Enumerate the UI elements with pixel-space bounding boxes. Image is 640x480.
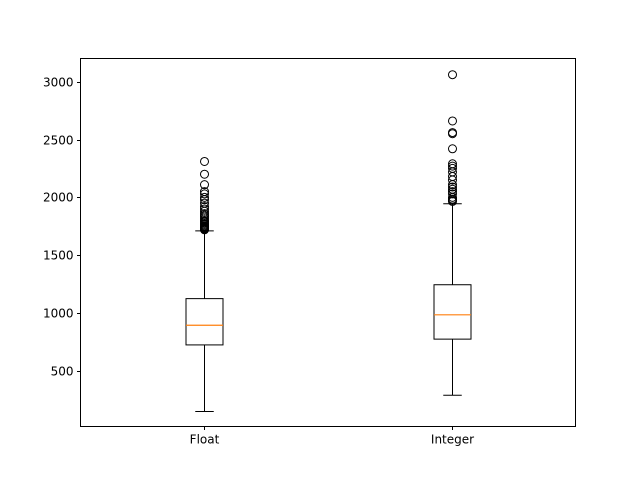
box-group-float <box>185 156 224 412</box>
outlier-point <box>200 204 209 214</box>
y-tick-label: 1500 <box>43 249 74 263</box>
iqr-box <box>433 284 472 340</box>
outlier-point <box>200 169 209 179</box>
outlier-point <box>448 128 457 138</box>
x-axis: Float Integer <box>190 426 474 447</box>
plot-area-frame <box>80 58 576 427</box>
iqr-box <box>185 298 224 346</box>
outlier-point <box>448 189 457 199</box>
outlier-point <box>448 70 457 80</box>
outlier-point <box>448 187 457 197</box>
x-tick-label: Float <box>190 433 220 447</box>
y-tick-label: 500 <box>51 365 74 379</box>
outlier-point <box>200 198 209 208</box>
y-tick-label: 1000 <box>43 307 74 321</box>
outlier-point <box>448 182 457 192</box>
outlier-point <box>200 209 209 219</box>
y-tick-label: 3000 <box>43 76 74 90</box>
outlier-point <box>448 144 457 154</box>
outlier-point <box>200 180 209 190</box>
outlier-point <box>200 187 209 197</box>
outlier-point <box>448 116 457 126</box>
y-axis: 500 1000 1500 2000 2500 3000 <box>43 76 81 379</box>
y-tick-label: 2500 <box>43 134 74 148</box>
outlier-point <box>448 163 457 173</box>
box-group-integer <box>433 70 472 396</box>
outlier-point <box>200 202 209 212</box>
outlier-point <box>448 184 457 194</box>
outlier-point <box>200 192 209 202</box>
y-tick-label: 2000 <box>43 191 74 205</box>
plot-marks <box>185 70 472 412</box>
x-tick-label: Integer <box>431 433 474 447</box>
outlier-point <box>200 189 209 199</box>
outlier-point <box>200 156 209 166</box>
outlier-point <box>448 159 457 169</box>
outlier-point <box>448 161 457 171</box>
